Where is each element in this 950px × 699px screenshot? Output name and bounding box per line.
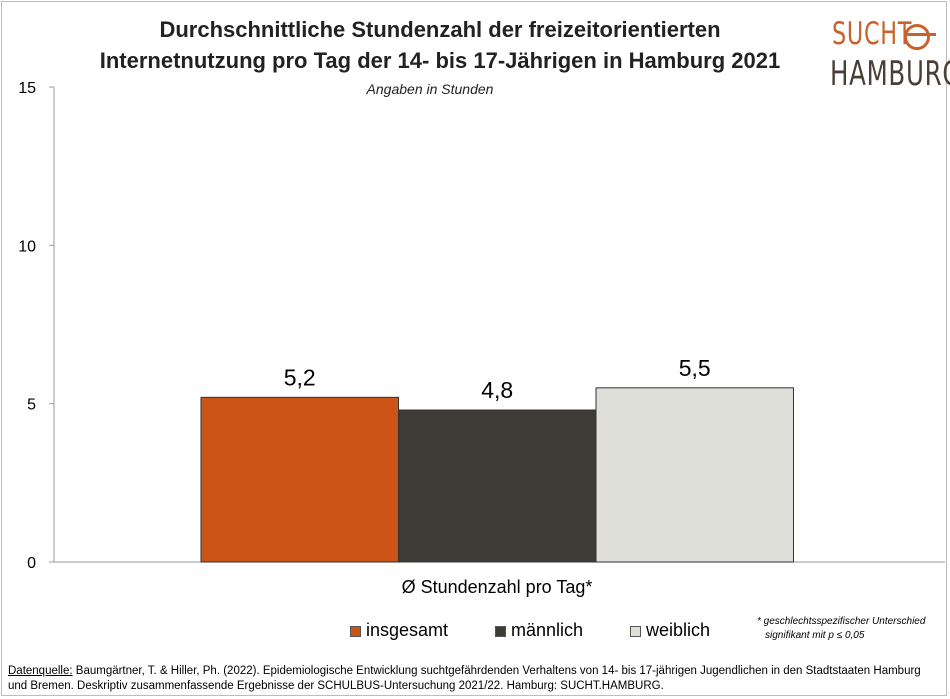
chart-title-line-2: Internetnutzung pro Tag der 14- bis 17-J… [99,48,781,73]
y-tick-label: 15 [18,80,36,97]
footnote-line-2: signifikant mit p ≤ 0,05 [765,630,865,641]
legend-label-weiblich: weiblich [646,620,711,640]
y-tick-label: 5 [27,397,36,414]
chart-bars [200,387,794,563]
y-tick-label: 10 [18,238,36,255]
legend-label-maennlich: männlich [511,620,584,640]
legend-label-insgesamt: insgesamt [366,620,449,640]
chart-subtitle: Angaben in Stunden [366,81,494,97]
logo-circle-icon [904,24,930,50]
y-tick-label: 0 [27,555,36,572]
bar-1 [200,396,399,563]
footnote-line-1: * geschlechtsspezifischer Unterschied [757,616,926,627]
data-source: Datenquelle: Baumgärtner, T. & Hiller, P… [8,664,943,694]
logo-text-sucht: SUCHT [832,16,913,52]
x-axis-label: Ø Stundenzahl pro Tag* [401,577,593,597]
legend-swatch-weiblich [630,626,641,637]
source-lead: Datenquelle: [8,665,73,677]
logo-text-hamburg: HAMBURG [830,54,950,94]
data-label-3: 5,5 [679,355,711,381]
chart-title: Durchschnittliche Stundenzahl der freize… [40,14,840,76]
chart-title-line-1: Durchschnittliche Stundenzahl der freize… [159,17,721,42]
source-text: Baumgärtner, T. & Hiller, Ph. (2022). Ep… [8,665,921,692]
chart-data-labels: 5,2 4,8 5,5 [284,355,711,403]
legend-swatch-insgesamt [350,626,361,637]
significance-footnote: * geschlechtsspezifischer Unterschied si… [757,615,942,643]
sucht-hamburg-logo: SUCHT HAMBURG [828,14,950,96]
data-label-1: 5,2 [284,364,316,390]
bar-2 [398,409,597,563]
bar-3 [595,387,794,563]
legend-swatch-maennlich [495,626,506,637]
data-label-2: 4,8 [481,377,513,403]
logo-bar-icon [906,33,936,36]
